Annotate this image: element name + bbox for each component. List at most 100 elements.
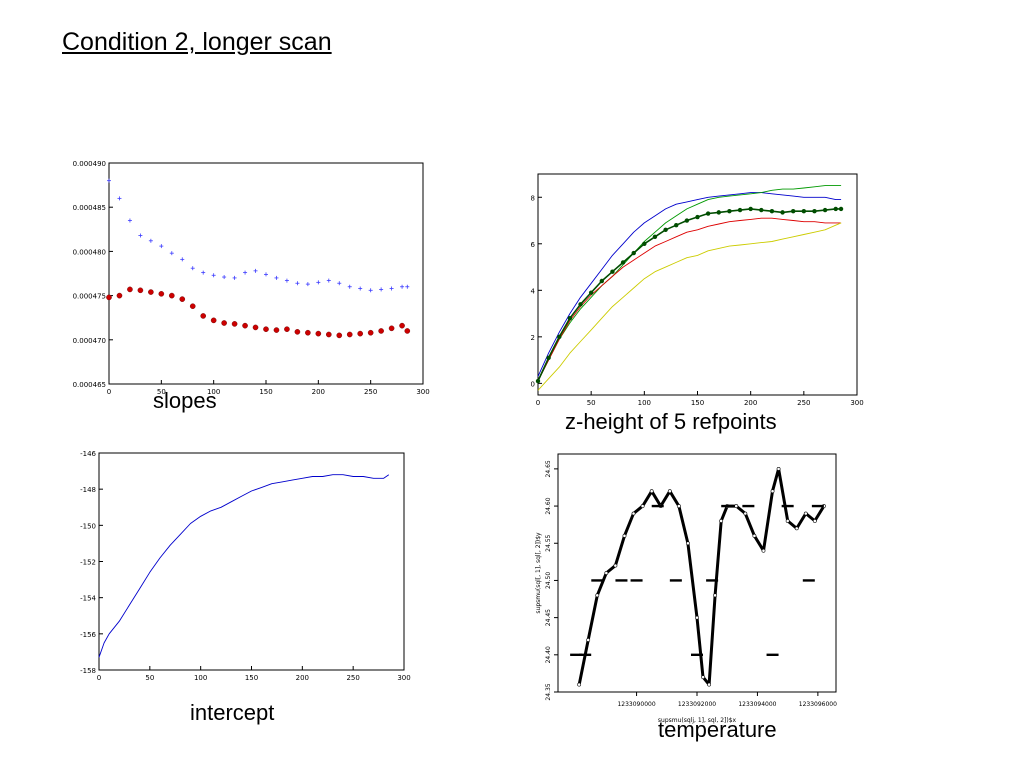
x-tick-label: 150 (691, 399, 704, 407)
slope-point-red (325, 331, 332, 338)
zheight-marker (716, 210, 721, 215)
x-tick-label: 200 (296, 674, 309, 682)
x-tick-label: 50 (145, 674, 154, 682)
x-tick-label: 50 (587, 399, 596, 407)
slope-point-red (242, 322, 248, 329)
y-tick-label: 24.35 (545, 683, 552, 700)
zheight-marker (588, 290, 594, 295)
zheight-marker (663, 227, 668, 233)
slope-point-red (231, 321, 238, 327)
zheight-marker (642, 241, 647, 246)
x-tick-label: 100 (638, 399, 651, 407)
zheight-marker (535, 378, 541, 384)
slope-point-red (404, 328, 411, 334)
zheight-marker (546, 355, 551, 360)
slope-point-red (273, 327, 280, 333)
y-tick-label: 8 (531, 194, 535, 202)
zheight-marker (737, 207, 743, 213)
slope-point-blue (201, 270, 206, 275)
x-axis-label: supsmu(sqlj, 1], sql, 2])$x (658, 717, 737, 724)
x-tick-label: 300 (850, 399, 863, 407)
slope-point-blue (169, 251, 174, 256)
zheight-marker (674, 222, 679, 228)
slope-point-blue (107, 178, 111, 183)
x-tick-label: 1233094000 (738, 701, 776, 708)
slope-point-red (252, 324, 259, 331)
y-tick-label: 2 (531, 334, 535, 342)
x-tick-label: 200 (312, 388, 325, 396)
y-tick-label: -146 (80, 450, 96, 458)
slope-point-red (148, 289, 154, 295)
y-tick-label: 6 (531, 241, 536, 249)
zheight-series-3 (537, 217, 842, 382)
slope-point-red (336, 332, 343, 339)
y-tick-label: 0.000475 (73, 293, 106, 301)
slope-point-red (137, 287, 144, 294)
temperature-point (734, 504, 739, 508)
slope-point-red (179, 296, 186, 302)
slope-point-red (189, 303, 196, 310)
zheight-series-2 (537, 185, 842, 382)
slope-point-red (305, 329, 311, 336)
slope-point-red (263, 326, 269, 332)
y-tick-label: 24.45 (545, 609, 552, 626)
zheight-marker (833, 206, 838, 212)
slope-point-red (169, 292, 175, 299)
slope-point-red (357, 330, 364, 337)
slope-point-red (210, 317, 217, 324)
zheight-marker (695, 214, 700, 220)
temperature-point (743, 511, 748, 516)
slope-point-blue (274, 275, 279, 280)
temperature-point (640, 504, 645, 508)
slope-point-blue (368, 288, 373, 293)
zheight-marker (599, 278, 604, 284)
x-tick-label: 0 (536, 399, 540, 407)
zheight-marker (567, 316, 573, 321)
zheight-chart: 0 50 100 150 200 250 300 0 2 4 6 8 (531, 173, 864, 407)
slide-title: Condition 2, longer scan (62, 28, 332, 56)
temperature-point (649, 489, 654, 494)
temperature-point (761, 548, 766, 553)
zheight-marker (631, 250, 636, 256)
zheight-caption: z-height of 5 refpoints (565, 409, 777, 434)
slope-point-blue (211, 273, 216, 278)
slope-point-blue (264, 272, 268, 277)
zheight-marker (705, 211, 711, 216)
zheight-marker (610, 269, 615, 274)
temperature-point (752, 533, 757, 538)
slope-point-blue (326, 278, 331, 283)
slope-point-red (158, 291, 165, 297)
slope-point-blue (295, 281, 300, 286)
zheight-marker (780, 210, 785, 215)
x-tick-label: 0 (107, 388, 111, 396)
zheight-marker (620, 260, 626, 265)
slope-point-red (346, 331, 353, 338)
temperature-point (667, 489, 672, 494)
temperature-point (676, 504, 681, 508)
plot-frame (537, 173, 858, 396)
x-tick-label: 300 (416, 388, 429, 396)
zheight-marker (684, 218, 690, 223)
temperature-point (719, 519, 724, 523)
slope-point-red (106, 294, 112, 301)
slope-point-red (127, 286, 133, 293)
temperature-point (595, 593, 600, 598)
slope-point-red (221, 320, 227, 326)
zheight-marker (652, 234, 658, 240)
x-tick-label: 150 (259, 388, 272, 396)
slope-point-blue (243, 270, 248, 275)
y-tick-label: -156 (80, 631, 96, 639)
temperature-point (586, 638, 591, 642)
temperature-point (794, 526, 799, 531)
plot-frame (557, 453, 837, 693)
intercept-caption: intercept (190, 700, 275, 725)
zheight-marker (769, 209, 775, 214)
x-tick-label: 1233092000 (678, 701, 716, 708)
x-tick-label: 100 (207, 388, 220, 396)
x-tick-label: 300 (397, 674, 410, 682)
zheight-marker (812, 209, 817, 214)
x-tick-label: 150 (245, 674, 258, 682)
temperature-point (613, 563, 618, 568)
zheight-series-1 (537, 192, 842, 377)
temperature-point (701, 675, 705, 680)
